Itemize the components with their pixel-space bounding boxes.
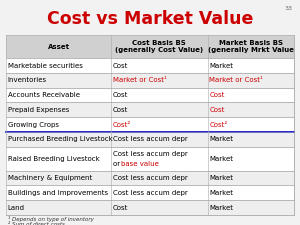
Bar bbox=[111, 132, 208, 146]
Bar bbox=[6, 35, 294, 215]
Bar bbox=[6, 73, 111, 88]
Text: Market or Cost¹: Market or Cost¹ bbox=[113, 77, 167, 83]
Bar bbox=[6, 102, 111, 117]
Text: Cost less accum depr: Cost less accum depr bbox=[113, 136, 188, 142]
Bar bbox=[208, 88, 294, 102]
Text: Cost Basis BS
(generally Cost Value): Cost Basis BS (generally Cost Value) bbox=[115, 40, 203, 53]
Text: Market: Market bbox=[209, 205, 233, 211]
Bar bbox=[111, 58, 208, 73]
Text: Cost²: Cost² bbox=[209, 122, 228, 128]
Text: Land: Land bbox=[8, 205, 25, 211]
Text: Market: Market bbox=[209, 175, 233, 181]
Bar bbox=[208, 58, 294, 73]
Text: Machinery & Equipment: Machinery & Equipment bbox=[8, 175, 92, 181]
Bar bbox=[111, 117, 208, 132]
Text: Market or Cost¹: Market or Cost¹ bbox=[209, 77, 263, 83]
Bar bbox=[6, 132, 111, 146]
Text: Cost less accum depr: Cost less accum depr bbox=[113, 175, 188, 181]
Bar bbox=[208, 117, 294, 132]
Text: Market: Market bbox=[209, 63, 233, 69]
Bar bbox=[208, 73, 294, 88]
Text: Cost: Cost bbox=[113, 92, 128, 98]
Text: Market: Market bbox=[209, 156, 233, 162]
Text: Raised Breeding Livestock: Raised Breeding Livestock bbox=[8, 156, 100, 162]
Text: or: or bbox=[113, 160, 122, 166]
Bar bbox=[208, 185, 294, 200]
Bar bbox=[111, 146, 208, 171]
Bar bbox=[111, 200, 208, 215]
Bar bbox=[6, 88, 111, 102]
Bar bbox=[208, 102, 294, 117]
Bar bbox=[6, 200, 111, 215]
Bar bbox=[111, 73, 208, 88]
Text: Market: Market bbox=[209, 190, 233, 196]
Text: ¹ Depends on type of inventory: ¹ Depends on type of inventory bbox=[8, 216, 93, 222]
Text: base value: base value bbox=[121, 160, 159, 166]
Text: Accounts Receivable: Accounts Receivable bbox=[8, 92, 80, 98]
Text: Buildings and Improvements: Buildings and Improvements bbox=[8, 190, 108, 196]
Bar bbox=[208, 35, 294, 58]
Bar bbox=[6, 117, 111, 132]
Text: 33: 33 bbox=[284, 6, 292, 11]
Bar bbox=[111, 35, 208, 58]
Text: Market Basis BS
(generally Mrkt Value: Market Basis BS (generally Mrkt Value bbox=[208, 40, 294, 53]
Text: Marketable securities: Marketable securities bbox=[8, 63, 83, 69]
Bar bbox=[111, 171, 208, 185]
Bar bbox=[111, 185, 208, 200]
Bar bbox=[208, 132, 294, 146]
Text: Market: Market bbox=[209, 136, 233, 142]
Bar bbox=[6, 58, 111, 73]
Text: Cost: Cost bbox=[209, 107, 225, 113]
Bar bbox=[208, 200, 294, 215]
Text: Growing Crops: Growing Crops bbox=[8, 122, 59, 128]
Bar bbox=[6, 35, 111, 58]
Text: Cost²: Cost² bbox=[113, 122, 131, 128]
Text: Prepaid Expenses: Prepaid Expenses bbox=[8, 107, 69, 113]
Text: ² Sum of direct costs: ² Sum of direct costs bbox=[8, 222, 64, 225]
Text: Cost less accum depr: Cost less accum depr bbox=[113, 151, 188, 157]
Text: Cost less accum depr: Cost less accum depr bbox=[113, 190, 188, 196]
Text: Cost: Cost bbox=[113, 107, 128, 113]
Text: Inventories: Inventories bbox=[8, 77, 47, 83]
Bar bbox=[6, 185, 111, 200]
Bar bbox=[6, 146, 111, 171]
Text: Cost: Cost bbox=[113, 63, 128, 69]
Bar bbox=[111, 102, 208, 117]
Text: Cost: Cost bbox=[113, 205, 128, 211]
Bar bbox=[208, 171, 294, 185]
Text: Cost: Cost bbox=[209, 92, 225, 98]
Text: Asset: Asset bbox=[47, 44, 70, 50]
Bar bbox=[111, 88, 208, 102]
Text: Purchased Breeding Livestock: Purchased Breeding Livestock bbox=[8, 136, 112, 142]
Text: Cost vs Market Value: Cost vs Market Value bbox=[47, 10, 253, 28]
Bar bbox=[208, 146, 294, 171]
Bar bbox=[6, 171, 111, 185]
